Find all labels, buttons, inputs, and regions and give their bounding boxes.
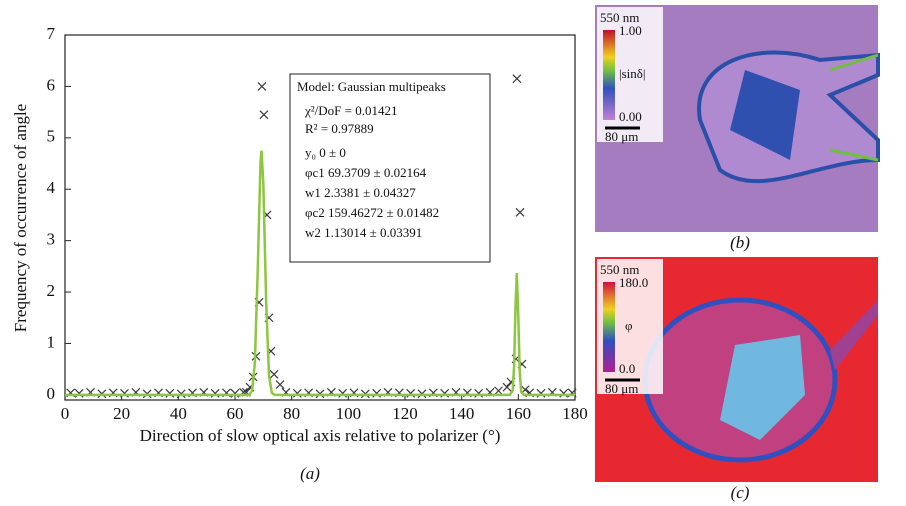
data-point — [536, 388, 546, 398]
quantity: |sinδ| — [619, 66, 646, 81]
data-point — [292, 388, 302, 398]
crystal — [720, 335, 805, 440]
scale-min: 0.00 — [619, 109, 642, 124]
fit-annotation: R² = 0.97889 — [305, 121, 374, 136]
wavelength: 550 nm — [600, 262, 639, 277]
colorbar — [603, 30, 615, 120]
data-point — [210, 388, 220, 398]
y-tick-label: 2 — [47, 281, 56, 300]
x-tick-label: 0 — [61, 404, 70, 423]
fit-annotation: φc1 69.3709 ± 0.02164 — [305, 165, 427, 180]
fit-annotation: y₀ 0 ± 0 — [305, 145, 346, 160]
data-point — [74, 388, 84, 398]
data-point — [440, 388, 450, 398]
x-tick-label: 80 — [283, 404, 300, 423]
scale-max: 180.0 — [619, 275, 648, 290]
y-tick-label: 1 — [47, 332, 56, 351]
y-tick-label: 7 — [47, 24, 56, 43]
x-tick-label: 120 — [392, 404, 418, 423]
data-point — [275, 380, 285, 390]
caption: (c) — [731, 483, 750, 502]
colorbar — [603, 282, 615, 372]
fit-annotation: φc2 159.46272 ± 0.01482 — [305, 205, 439, 220]
data-point — [406, 388, 416, 398]
scale-max: 1.00 — [619, 23, 642, 38]
panel-c: 550 nm 180.0 φ 0.0 80 μm (c) — [595, 257, 878, 502]
x-tick-label: 140 — [449, 404, 475, 423]
edge — [830, 300, 878, 370]
x-tick-label: 100 — [336, 404, 362, 423]
fit-annotation: Model: Gaussian multipeaks — [297, 79, 446, 94]
wavelength: 550 nm — [600, 10, 639, 25]
scale-bar-label: 80 μm — [605, 129, 638, 144]
caption: (a) — [300, 464, 320, 483]
data-point — [120, 388, 129, 398]
data-point — [515, 207, 525, 217]
fit-annotation: w1 2.3381 ± 0.04327 — [305, 185, 416, 200]
y-tick-label: 6 — [47, 75, 56, 94]
data-point — [474, 388, 484, 398]
data-point — [372, 388, 382, 398]
x-tick-label: 160 — [506, 404, 532, 423]
y-tick-label: 5 — [47, 127, 56, 146]
data-point — [494, 386, 503, 396]
data-point — [165, 388, 175, 398]
crystal — [730, 70, 800, 160]
data-point — [512, 74, 522, 84]
quantity: φ — [625, 318, 633, 333]
x-tick-label: 40 — [170, 404, 187, 423]
scale-bar-label: 80 μm — [605, 381, 638, 396]
data-point — [257, 81, 267, 91]
data-point — [338, 388, 348, 398]
fit-line — [65, 150, 575, 397]
data-point — [269, 369, 279, 379]
data-point — [502, 382, 512, 392]
panel-b: 550 nm 1.00 |sinδ| 0.00 80 μm (b) — [595, 5, 880, 252]
plot-a: (a) Direction of slow optical axis relat… — [11, 24, 588, 483]
data-point — [559, 388, 569, 398]
y-tick-label: 0 — [47, 384, 56, 403]
x-tick-label: 60 — [227, 404, 244, 423]
y-tick-label: 4 — [47, 178, 56, 197]
caption: (b) — [730, 233, 750, 252]
x-axis-label: Direction of slow optical axis relative … — [140, 426, 501, 445]
fit-annotation: χ²/DoF = 0.01421 — [304, 103, 397, 118]
y-tick-label: 3 — [47, 230, 56, 249]
x-tick-label: 20 — [113, 404, 130, 423]
scale-min: 0.0 — [619, 361, 635, 376]
fit-box — [289, 73, 491, 263]
edge — [829, 53, 879, 162]
plot-frame — [64, 34, 576, 401]
data-point — [259, 110, 269, 120]
y-axis-label: Frequency of occurrence of angle — [11, 104, 30, 332]
x-tick-label: 180 — [562, 404, 588, 423]
fit-annotation: w2 1.13014 ± 0.03391 — [305, 225, 422, 240]
